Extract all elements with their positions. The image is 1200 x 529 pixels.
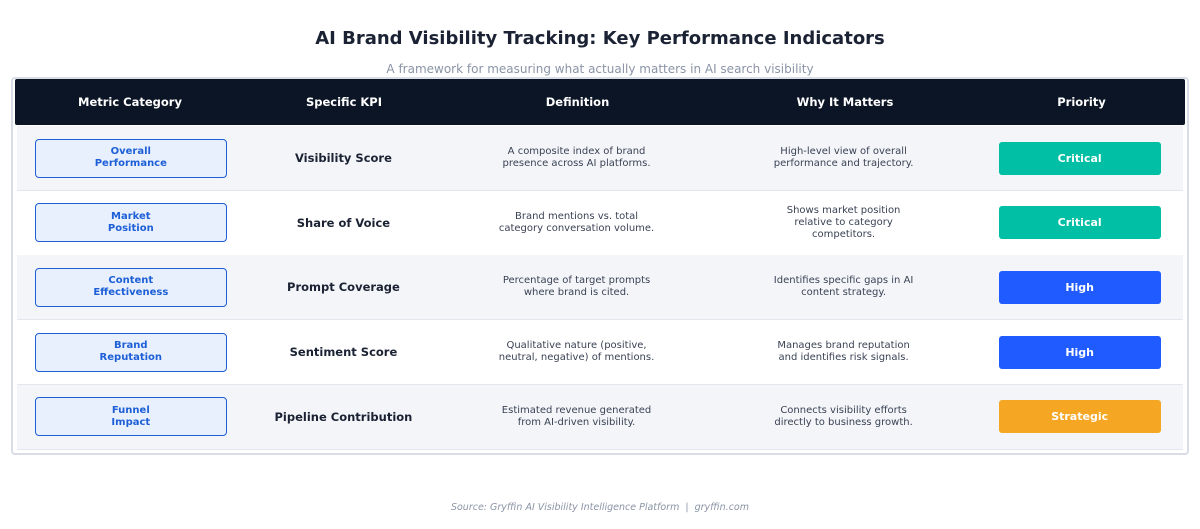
cell: Identifies specific gaps in AI content s… bbox=[711, 255, 977, 319]
category-box: Market Position bbox=[34, 203, 227, 243]
cell: Brand Reputation bbox=[17, 320, 245, 384]
category-box: Funnel Impact bbox=[34, 397, 227, 437]
kpi-label: Pipeline Contribution bbox=[274, 409, 413, 424]
column-header: Metric Category bbox=[78, 95, 182, 109]
kpi-label: Sentiment Score bbox=[289, 345, 398, 360]
cell: Sentiment Score bbox=[245, 320, 443, 384]
cell: Shows market position relative to catego… bbox=[711, 191, 977, 255]
column-header: Definition bbox=[545, 95, 610, 109]
definition: Qualitative nature (positive, neutral, n… bbox=[498, 340, 655, 364]
column-header: Specific KPI bbox=[305, 95, 383, 109]
kpi-label: Visibility Score bbox=[294, 151, 392, 165]
table-row: Overall Performance Visibility Score A com… bbox=[17, 126, 1183, 191]
footer: Source: Gryffin AI Visibility Intelligen… bbox=[450, 502, 750, 513]
cell: Content Effectiveness bbox=[17, 255, 245, 319]
priority-badge: High bbox=[998, 270, 1161, 304]
cell: Strategic bbox=[976, 385, 1183, 449]
why-it-matters: High-level view of overall performance a… bbox=[773, 146, 914, 169]
why-it-matters: Manages brand reputation and identifies … bbox=[777, 340, 910, 364]
priority-badge: High bbox=[998, 335, 1161, 369]
cell: Prompt Coverage bbox=[245, 255, 443, 319]
table-row: Content Effectiveness Prompt Coverage Perc… bbox=[17, 255, 1183, 321]
priority-badge: Critical bbox=[998, 206, 1161, 240]
kpi-label: Prompt Coverage bbox=[287, 280, 400, 295]
column-header: Priority bbox=[1057, 95, 1106, 109]
cell: Overall Performance bbox=[17, 126, 245, 190]
table-row: Market Position Share of Voice Brand menti… bbox=[17, 190, 1183, 256]
category-label: Funnel Impact bbox=[111, 404, 151, 428]
kpi-label: Share of Voice bbox=[296, 215, 391, 230]
category-box: Content Effectiveness bbox=[34, 267, 227, 307]
cell: Brand mentions vs. total category conver… bbox=[442, 191, 711, 255]
priority-badge: Critical bbox=[998, 141, 1161, 175]
why-it-matters: Connects visibility efforts directly to … bbox=[774, 404, 913, 428]
cell: Critical bbox=[976, 191, 1183, 255]
header-row: Metric Category Specific KPI Definition Why… bbox=[15, 79, 1185, 125]
cell: Percentage of target prompts where brand… bbox=[442, 255, 711, 319]
category-label: Market Position bbox=[107, 210, 154, 234]
priority-badge: Strategic bbox=[998, 400, 1161, 434]
cell: Visibility Score bbox=[245, 126, 443, 190]
table-row: Brand Reputation Sentiment Score Qualitati… bbox=[17, 320, 1183, 386]
why-it-matters: Shows market position relative to catego… bbox=[786, 204, 901, 240]
definition: Percentage of target prompts where brand… bbox=[502, 275, 651, 299]
category-box: Overall Performance bbox=[34, 138, 227, 178]
cell: Funnel Impact bbox=[17, 385, 245, 449]
cell: High bbox=[976, 320, 1183, 384]
cell: High-level view of overall performance a… bbox=[711, 126, 977, 190]
definition: Brand mentions vs. total category conver… bbox=[498, 210, 655, 234]
category-label: Overall Performance bbox=[94, 146, 167, 169]
subtitle: A framework for measuring what actually … bbox=[386, 62, 814, 76]
cell: Critical bbox=[976, 126, 1183, 190]
title: AI Brand Visibility Tracking: Key Perfor… bbox=[315, 28, 885, 49]
category-label: Content Effectiveness bbox=[93, 275, 169, 299]
cell: Pipeline Contribution bbox=[245, 385, 443, 449]
why-it-matters: Identifies specific gaps in AI content s… bbox=[773, 275, 914, 299]
cell: Manages brand reputation and identifies … bbox=[711, 320, 977, 384]
definition: A composite index of brand presence acro… bbox=[502, 146, 651, 169]
table-row: Funnel Impact Pipeline Contribution Estima… bbox=[17, 384, 1183, 450]
category-label: Brand Reputation bbox=[99, 340, 163, 364]
cell: High bbox=[976, 255, 1183, 319]
definition: Estimated revenue generated from AI-driv… bbox=[501, 404, 652, 428]
cell: Connects visibility efforts directly to … bbox=[711, 385, 977, 449]
cell: A composite index of brand presence acro… bbox=[442, 126, 711, 190]
cell: Market Position bbox=[17, 191, 245, 255]
cell: Share of Voice bbox=[245, 191, 443, 255]
cell: Estimated revenue generated from AI-driv… bbox=[442, 385, 711, 449]
table: Metric Category Specific KPI Definition Why… bbox=[11, 77, 1189, 455]
column-header: Why It Matters bbox=[796, 95, 894, 109]
category-box: Brand Reputation bbox=[34, 332, 227, 372]
cell: Qualitative nature (positive, neutral, n… bbox=[442, 320, 711, 384]
